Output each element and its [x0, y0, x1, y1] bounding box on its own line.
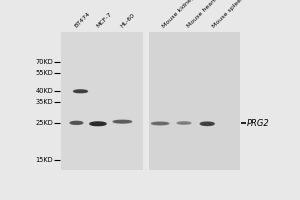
- Text: PRG2: PRG2: [247, 119, 269, 128]
- Text: 55KD: 55KD: [36, 70, 53, 76]
- Polygon shape: [202, 123, 213, 125]
- Polygon shape: [71, 122, 82, 124]
- Polygon shape: [90, 122, 106, 126]
- Text: 40KD: 40KD: [36, 88, 53, 94]
- Polygon shape: [75, 90, 86, 92]
- Text: 70KD: 70KD: [36, 59, 53, 65]
- Polygon shape: [70, 121, 83, 124]
- Polygon shape: [115, 121, 130, 123]
- Polygon shape: [153, 123, 167, 124]
- Text: HL-60: HL-60: [120, 12, 136, 29]
- Text: BT474: BT474: [74, 11, 91, 29]
- Text: 15KD: 15KD: [36, 157, 53, 163]
- Polygon shape: [74, 90, 88, 93]
- Polygon shape: [113, 120, 132, 123]
- Text: 35KD: 35KD: [36, 99, 53, 105]
- Text: Mouse heart: Mouse heart: [186, 0, 218, 29]
- Polygon shape: [92, 123, 104, 125]
- Polygon shape: [152, 122, 169, 125]
- Polygon shape: [200, 122, 214, 125]
- Polygon shape: [177, 122, 191, 124]
- Text: Mouse kidney: Mouse kidney: [162, 0, 196, 29]
- Text: MCF-7: MCF-7: [96, 11, 113, 29]
- Bar: [148, 32, 240, 170]
- Bar: [61, 32, 143, 170]
- Text: 25KD: 25KD: [36, 120, 53, 126]
- Polygon shape: [178, 122, 190, 124]
- Text: Mouse spleen: Mouse spleen: [212, 0, 246, 29]
